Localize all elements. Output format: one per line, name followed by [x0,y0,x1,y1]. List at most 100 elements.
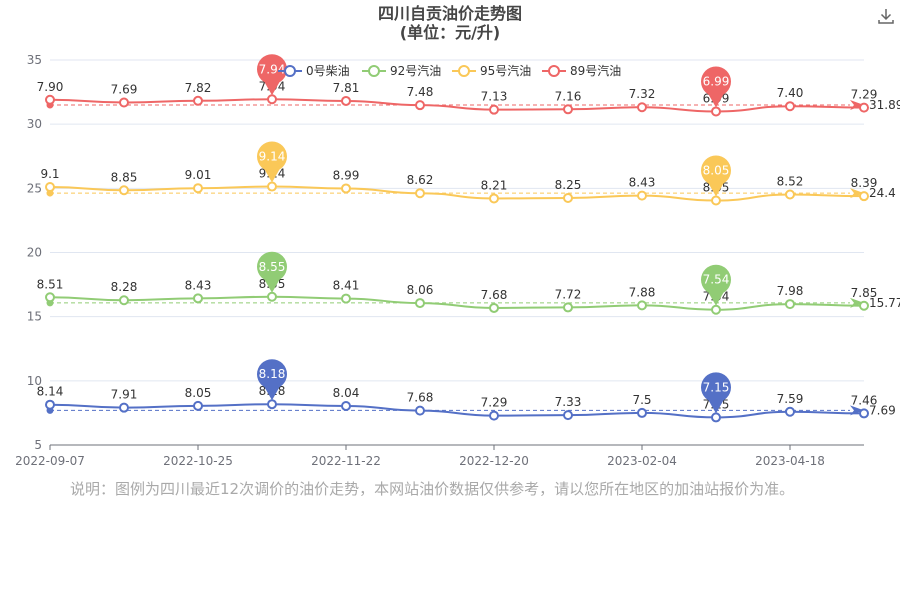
series-1: 15.778.518.288.438.558.418.067.687.727.8… [37,277,900,315]
legend-swatch-dot [284,65,296,77]
mean-label: 7.69 [869,403,896,417]
data-point [45,94,55,105]
legend-swatch-dot [458,65,470,77]
data-label: 7.13 [481,90,508,104]
marker-pin-tail [708,93,724,108]
marker-pin-tail [708,399,724,414]
data-label: 7.88 [629,285,656,299]
data-point [193,95,203,106]
data-label: 7.91 [111,388,138,402]
marker-pin-head [257,251,287,282]
data-label: 7.85 [851,286,878,300]
data-point [785,299,795,310]
data-label: 7.16 [555,89,582,103]
chart-title-main: 四川自贡油价走势图 [377,4,522,23]
legend-label: 89号汽油 [570,63,621,78]
marker-pin-head [701,372,731,403]
y-tick-label: 25 [27,181,42,195]
data-point [489,193,499,204]
max-marker: 8.18 [257,359,287,401]
data-label: 8.99 [333,168,360,182]
chart-subtitle: (单位：元/升) [399,23,501,42]
data-point [45,292,55,303]
data-label: 8.05 [185,386,212,400]
data-point [119,295,129,306]
marker-pin-label: 8.55 [259,260,286,274]
x-tick-label: 2022-10-25 [163,454,233,468]
data-label: 8.43 [185,278,212,292]
data-label: 7.46 [851,393,878,407]
data-point [45,182,55,193]
download-icon[interactable] [876,6,896,26]
marker-pin-label: 6.99 [703,74,730,88]
marker-pin-head [257,54,287,85]
legend-swatch-dot [548,65,560,77]
data-point [45,399,55,410]
min-marker: 7.54 [701,264,731,306]
data-label: 8.25 [555,178,582,192]
data-point [267,181,277,192]
data-label: 8.51 [37,277,64,291]
marker-pin-head [701,155,731,186]
marker-pin-tail [708,291,724,306]
series-line [49,185,865,202]
marker-pin-label: 8.05 [703,164,730,178]
data-label: 8.39 [851,176,878,190]
data-label: 7.29 [851,88,878,102]
data-point [563,192,573,203]
legend-item[interactable]: 89号汽油 [542,63,621,78]
x-tick-label: 2022-12-20 [459,454,529,468]
data-label: 7.69 [111,82,138,96]
marker-pin-label: 8.18 [259,367,286,381]
legend-item[interactable]: 0号柴油 [278,64,350,78]
marker-pin-tail [264,81,280,96]
data-point [119,185,129,196]
legend-item[interactable]: 92号汽油 [362,63,441,78]
x-tick-label: 2022-09-07 [15,454,85,468]
data-point [859,102,869,113]
data-point [193,400,203,411]
data-label: 7.68 [481,288,508,302]
data-label: 7.98 [777,284,804,298]
data-point [415,405,425,416]
x-tick-label: 2022-11-22 [311,454,381,468]
series-2: 24.49.18.859.019.148.998.628.218.258.438… [40,167,896,206]
data-point [711,304,721,315]
data-point [859,300,869,311]
min-marker: 8.05 [701,155,731,197]
mean-label: 15.77 [869,296,900,310]
marker-pin-tail [708,182,724,197]
data-point [193,183,203,194]
data-label: 7.82 [185,81,212,95]
data-point [193,293,203,304]
data-point [415,188,425,199]
max-marker: 7.94 [257,54,287,96]
series-line [49,98,865,113]
max-marker: 8.55 [257,251,287,293]
data-point [563,302,573,313]
data-point [785,406,795,417]
data-point [489,302,499,313]
data-label: 7.29 [481,396,508,410]
legend-item[interactable]: 95号汽油 [452,63,531,78]
data-label: 8.62 [407,173,434,187]
data-point [637,300,647,311]
legend: 0号柴油 92号汽油 95号汽油 89号汽油 [278,63,621,78]
data-point [415,298,425,309]
chart-note: 说明：图例为四川最近12次调价的油价走势，本网站油价数据仅供参考，请以您所在地区… [70,480,795,498]
y-tick-label: 30 [27,117,42,131]
data-label: 9.01 [185,168,212,182]
data-label: 7.40 [777,86,804,100]
marker-pin-head [701,66,731,97]
data-point [415,100,425,111]
marker-pin-tail [264,278,280,293]
data-point [785,101,795,112]
data-point [711,412,721,423]
series-0: 7.698.147.918.058.188.047.687.297.337.57… [37,384,896,423]
mean-arrow [850,297,864,308]
data-point [341,400,351,411]
marker-pin-label: 7.15 [703,380,730,394]
marker-pin-tail [264,386,280,401]
data-label: 7.90 [37,80,64,94]
